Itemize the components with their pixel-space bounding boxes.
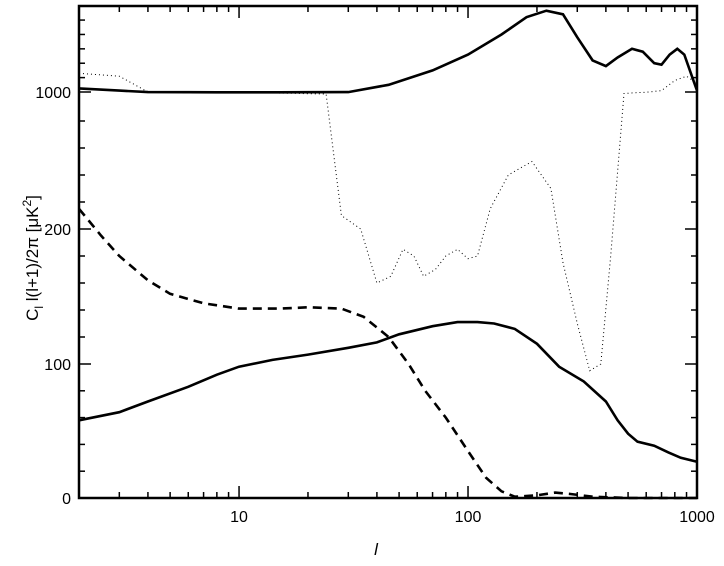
x-tick-label: 10 bbox=[230, 509, 248, 526]
series-2-line bbox=[78, 72, 698, 372]
x-axis-title: l bbox=[374, 540, 379, 559]
tick-group bbox=[78, 6, 698, 499]
tick-label-group: 10 100 1000 0 100 200 1000 bbox=[35, 85, 714, 526]
y-axis-title-close: ] bbox=[23, 195, 42, 200]
series-4-line bbox=[78, 320, 698, 464]
y-tick-label: 1000 bbox=[35, 85, 71, 102]
series-group bbox=[77, 9, 699, 500]
series-1-line bbox=[78, 9, 699, 94]
y-axis-title-rest: l(l+1)/2π [μK bbox=[23, 206, 42, 306]
y-axis-title-sup: 2 bbox=[20, 200, 34, 207]
x-tick-label: 100 bbox=[455, 509, 482, 526]
y-tick-label: 0 bbox=[62, 491, 71, 508]
svg-text:Cl l(l+1)/2π [μK2]: Cl l(l+1)/2π [μK2] bbox=[20, 195, 46, 321]
y-tick-label: 100 bbox=[44, 357, 71, 374]
y-axis-title-sub: l bbox=[32, 306, 46, 309]
y-axis-title: Cl l(l+1)/2π [μK2] bbox=[20, 195, 46, 321]
y-axis-title-main: C bbox=[23, 309, 42, 321]
x-tick-label: 1000 bbox=[679, 509, 715, 526]
series-3-line bbox=[77, 207, 697, 500]
plot-frame bbox=[77, 4, 699, 500]
y-tick-label: 200 bbox=[44, 222, 71, 239]
